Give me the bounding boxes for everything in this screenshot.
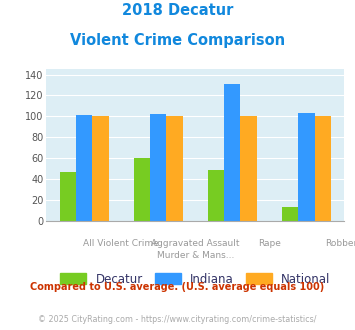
Bar [134,158,150,221]
Text: All Violent Crime: All Violent Crime [83,239,159,248]
Legend: Decatur, Indiana, National: Decatur, Indiana, National [60,273,331,285]
Text: Aggravated Assault: Aggravated Assault [151,239,240,248]
Bar [315,116,331,221]
Bar [150,114,166,221]
Text: Robbery: Robbery [326,239,355,248]
Text: Compared to U.S. average. (U.S. average equals 100): Compared to U.S. average. (U.S. average … [31,282,324,292]
Text: Murder & Mans...: Murder & Mans... [157,251,234,260]
Text: Violent Crime Comparison: Violent Crime Comparison [70,33,285,48]
Bar [224,84,240,221]
Text: Rape: Rape [258,239,281,248]
Bar [92,116,109,221]
Bar [298,113,315,221]
Bar [76,115,92,221]
Bar [166,116,183,221]
Text: 2018 Decatur: 2018 Decatur [122,3,233,18]
Bar [282,208,298,221]
Text: © 2025 CityRating.com - https://www.cityrating.com/crime-statistics/: © 2025 CityRating.com - https://www.city… [38,315,317,324]
Bar [240,116,257,221]
Bar [208,170,224,221]
Bar [60,172,76,221]
